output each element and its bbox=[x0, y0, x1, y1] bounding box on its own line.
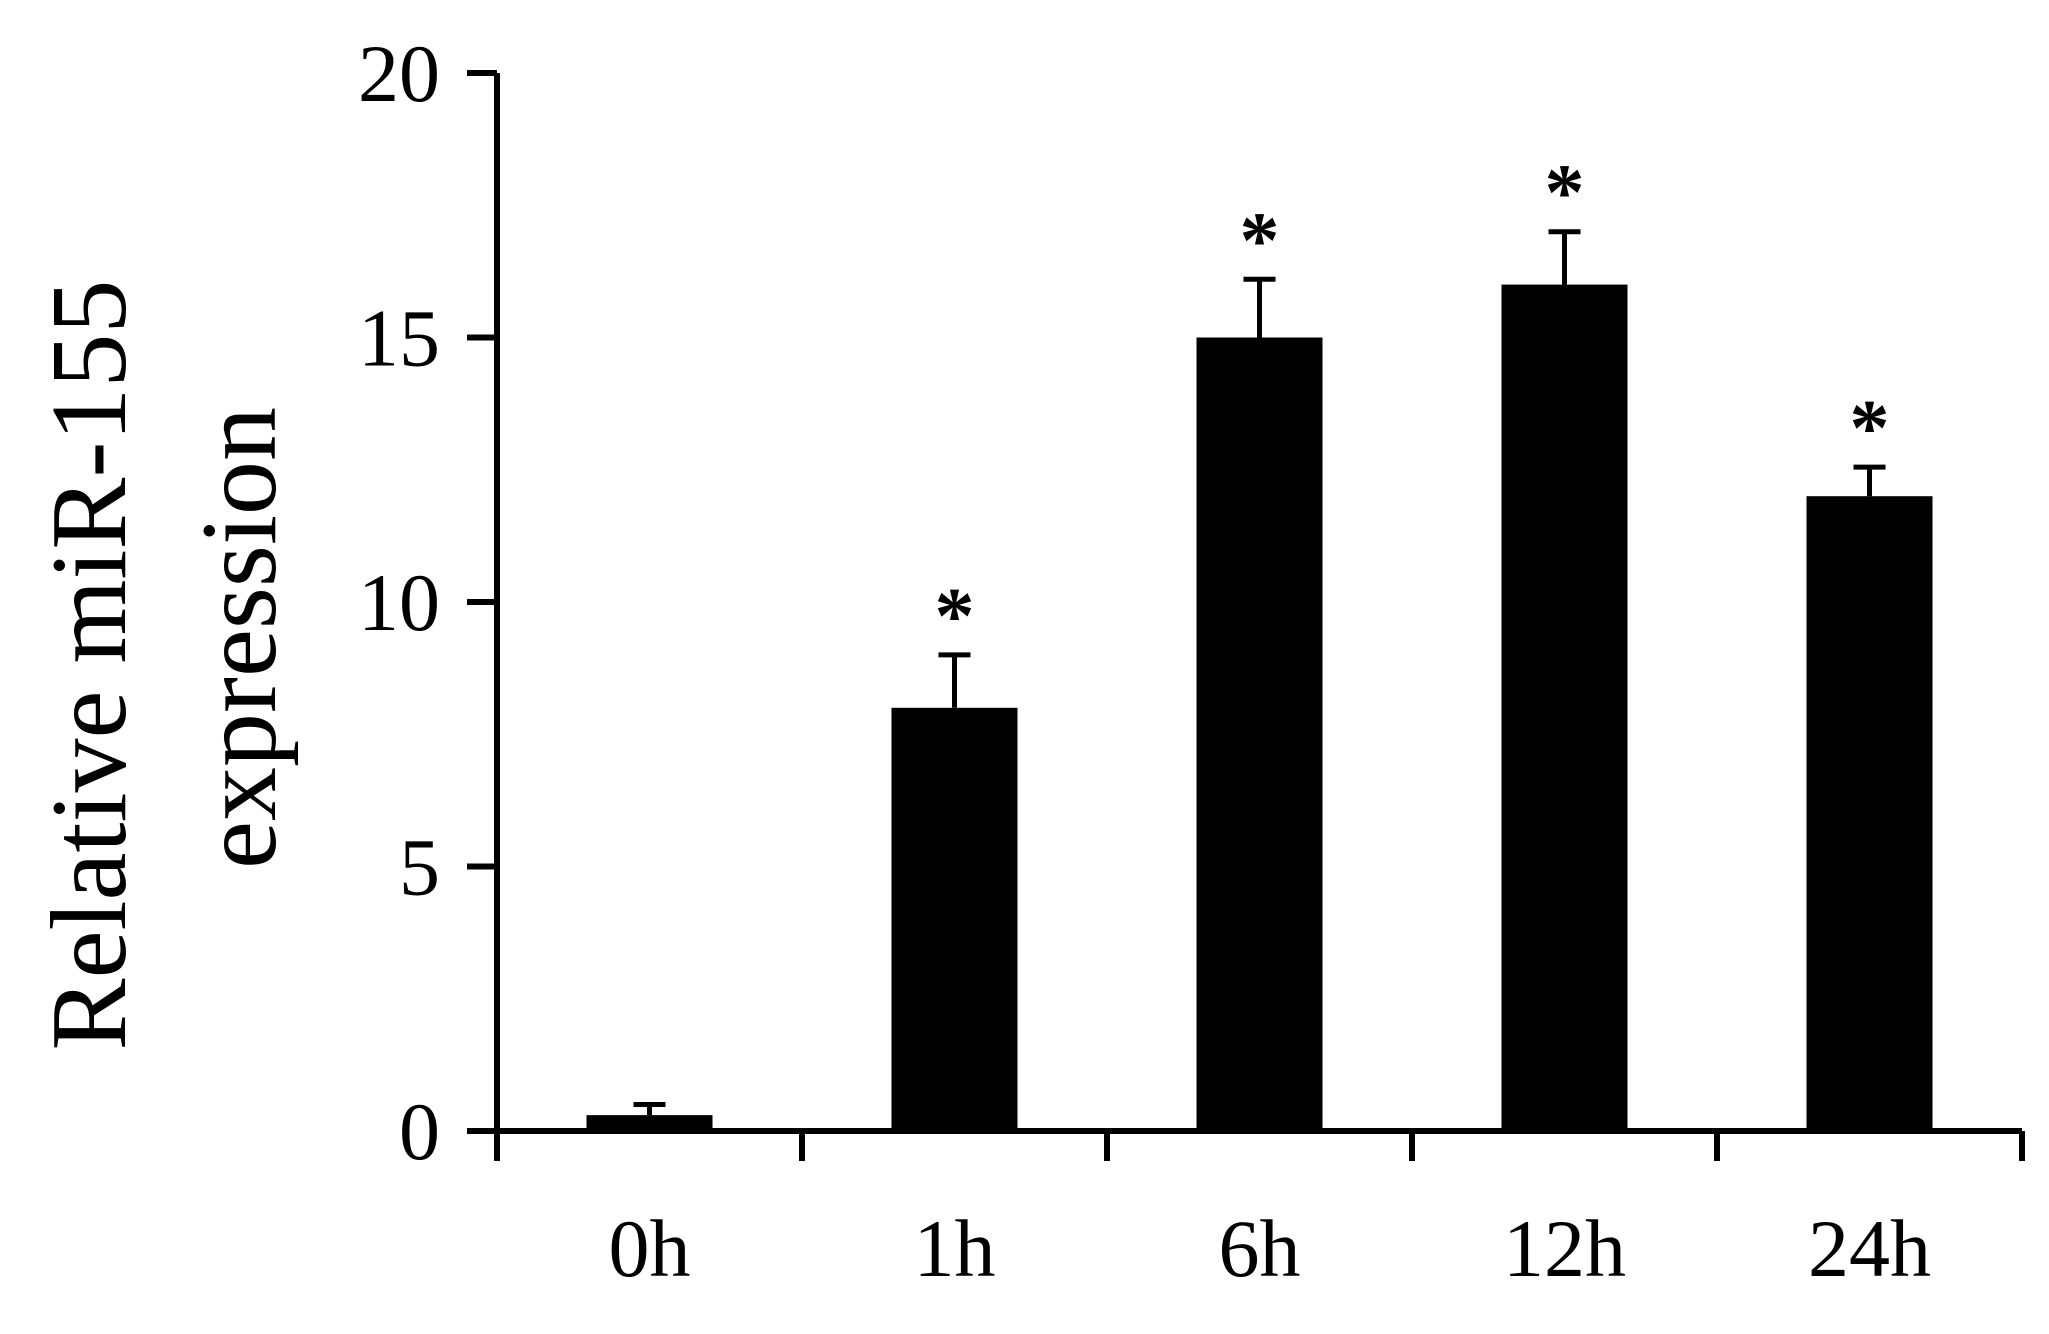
y-tick-label: 5 bbox=[399, 822, 440, 913]
y-tick-label: 20 bbox=[358, 28, 440, 119]
x-tick-label: 12h bbox=[1503, 1203, 1626, 1294]
y-axis-title-line1: Relative miR-155 bbox=[30, 280, 149, 1051]
significance-marker: * bbox=[1850, 385, 1890, 473]
x-tick-label: 6h bbox=[1219, 1203, 1301, 1294]
bar bbox=[891, 707, 1018, 1131]
y-tick-label: 0 bbox=[399, 1086, 440, 1177]
significance-marker: * bbox=[1240, 197, 1280, 285]
x-tick-label: 0h bbox=[609, 1203, 691, 1294]
bar bbox=[1501, 284, 1628, 1132]
y-axis-title-line2: expression bbox=[180, 407, 299, 869]
y-axis-title: Relative miR-155 expression bbox=[30, 280, 299, 1051]
y-tick-label: 10 bbox=[358, 557, 440, 648]
x-tick-label: 24h bbox=[1808, 1203, 1931, 1294]
significance-marker: * bbox=[1545, 150, 1585, 238]
bar bbox=[1806, 496, 1933, 1131]
significance-marker: * bbox=[935, 573, 975, 661]
y-tick-label: 15 bbox=[358, 293, 440, 384]
plot-area: 0 5 10 15 20 0h 1h * 6h * 12h * 24h * bbox=[358, 28, 2025, 1294]
x-tick-label: 1h bbox=[914, 1203, 996, 1294]
bar bbox=[1196, 337, 1323, 1131]
bar bbox=[586, 1115, 713, 1131]
